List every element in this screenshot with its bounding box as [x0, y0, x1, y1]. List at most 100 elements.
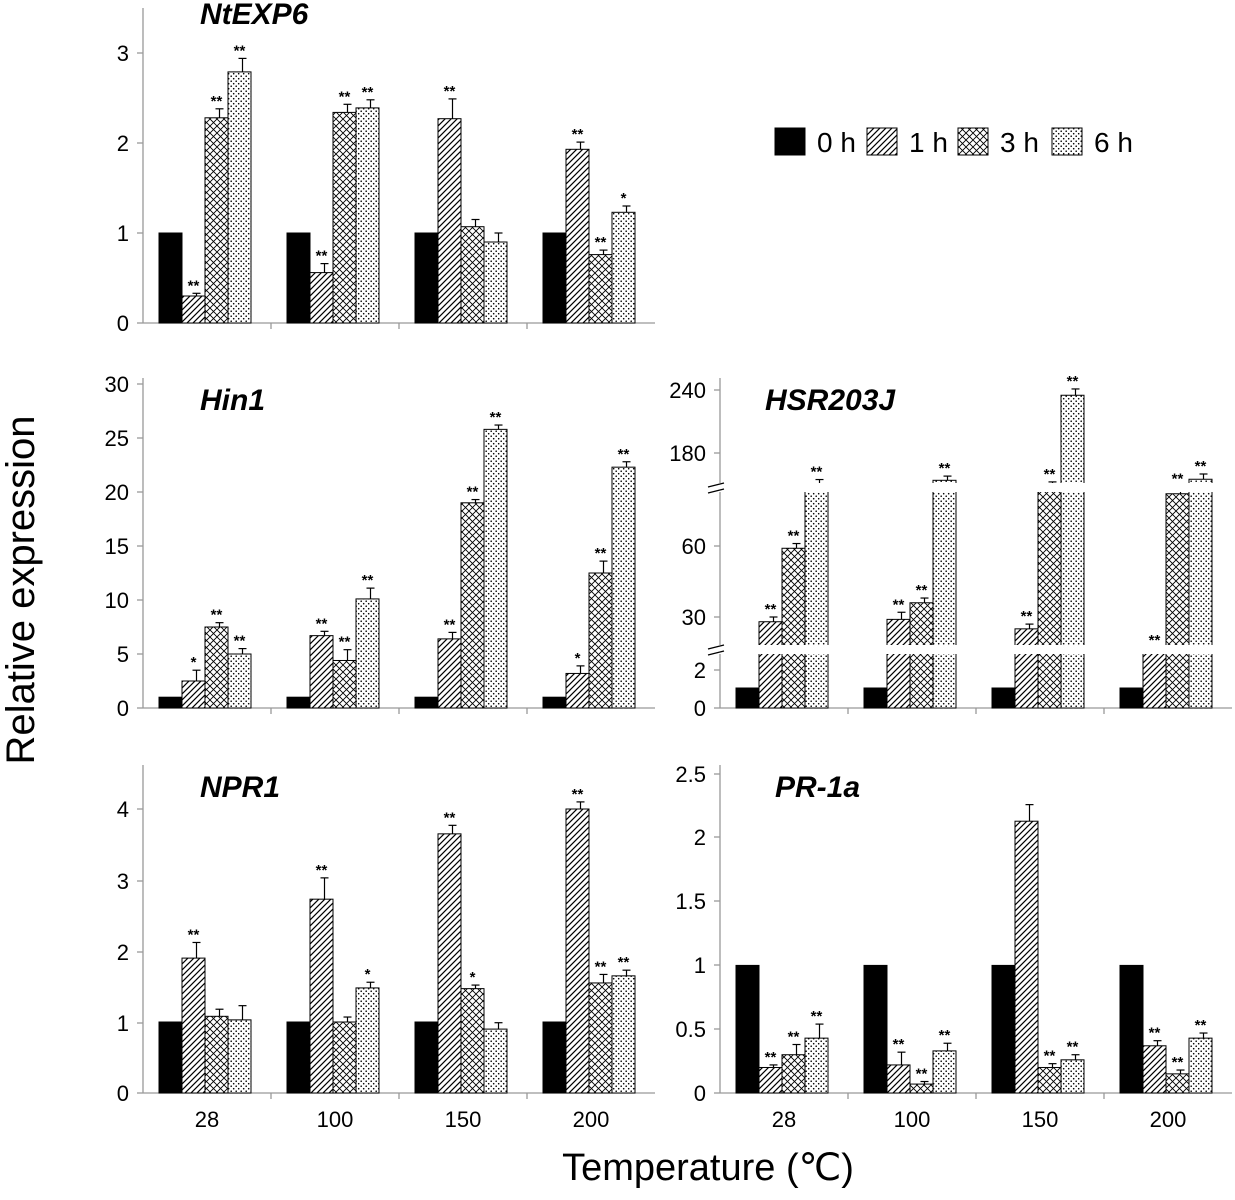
bar-0h-100 — [863, 964, 888, 1094]
bar-6h-200 — [1188, 478, 1213, 709]
bar-1h-200 — [1142, 652, 1167, 709]
y-tick-label: 5 — [117, 642, 129, 667]
bar-6h-150 — [1060, 394, 1085, 709]
axis-break-mark — [707, 482, 725, 488]
y-tick-label: 30 — [682, 605, 706, 630]
legend-swatch-6h — [1051, 127, 1083, 156]
legend-swatch-1h — [866, 127, 898, 156]
bar-0h-200 — [542, 696, 567, 709]
bar-0h-100 — [286, 1021, 311, 1094]
significance-mark: ** — [618, 446, 630, 463]
panel-title: PR-1a — [775, 771, 860, 804]
significance-mark: ** — [234, 42, 246, 59]
bar-1h-100 — [886, 618, 911, 709]
x-tick-label: 200 — [573, 1107, 610, 1132]
axis-break-gap — [708, 645, 1234, 654]
y-tick-label: 0 — [117, 696, 129, 721]
bar-6h-200 — [611, 975, 636, 1094]
bar-6h-100 — [355, 987, 380, 1094]
panel-title: Hin1 — [200, 384, 265, 417]
bar-6h-150 — [483, 428, 508, 709]
bar-1h-28 — [758, 621, 783, 709]
significance-mark: ** — [339, 88, 351, 105]
legend-swatch-0h — [774, 127, 806, 156]
y-tick-label: 0 — [694, 696, 706, 721]
x-tick-label: 100 — [317, 1107, 354, 1132]
significance-mark: ** — [339, 634, 351, 651]
bar-3h-150 — [1037, 490, 1062, 709]
significance-mark: ** — [1172, 471, 1184, 488]
bar-1h-200 — [565, 808, 590, 1094]
bar-6h-150 — [1060, 1059, 1085, 1094]
significance-mark: ** — [316, 862, 328, 879]
bar-1h-100 — [309, 272, 334, 324]
significance-mark: ** — [362, 84, 374, 101]
significance-mark: ** — [188, 926, 200, 943]
significance-mark: ** — [811, 464, 823, 481]
y-tick-label: 3 — [117, 41, 129, 66]
y-tick-label: 1 — [117, 1011, 129, 1036]
x-tick-label: 28 — [195, 1107, 219, 1132]
bar-1h-28 — [181, 680, 206, 709]
x-axis-label: Temperature (℃) — [562, 1147, 854, 1189]
y-tick-label: 2 — [694, 825, 706, 850]
bar-0h-150 — [991, 687, 1016, 709]
x-tick-label: 28 — [772, 1107, 796, 1132]
bar-3h-100 — [332, 659, 357, 709]
legend: 0 h 1 h 3 h 6 h — [774, 127, 1133, 158]
significance-mark: * — [470, 969, 476, 986]
bar-1h-150 — [437, 118, 462, 324]
significance-mark: ** — [939, 460, 951, 477]
y-tick-label: 1.5 — [675, 889, 706, 914]
significance-mark: ** — [362, 572, 374, 589]
y-tick-label: 1 — [694, 953, 706, 978]
significance-mark: ** — [595, 545, 607, 562]
bar-0h-100 — [286, 232, 311, 324]
y-tick-label: 2 — [694, 658, 706, 683]
significance-mark: ** — [618, 954, 630, 971]
significance-mark: ** — [1172, 1054, 1184, 1071]
x-tick-label: 100 — [894, 1107, 931, 1132]
significance-mark: ** — [444, 83, 456, 100]
bar-6h-28 — [227, 653, 252, 709]
x-tick-label: 200 — [1150, 1107, 1187, 1132]
bar-6h-200 — [611, 466, 636, 709]
bar-0h-28 — [158, 1021, 183, 1094]
bar-0h-150 — [991, 964, 1016, 1094]
bar-3h-150 — [460, 226, 485, 324]
y-tick-label: 0.5 — [675, 1017, 706, 1042]
bar-0h-100 — [863, 687, 888, 709]
significance-mark: ** — [490, 409, 502, 426]
y-tick-label: 20 — [105, 480, 129, 505]
bar-3h-200 — [588, 982, 613, 1094]
bar-6h-100 — [932, 479, 957, 709]
significance-mark: ** — [811, 1008, 823, 1025]
significance-mark: ** — [234, 633, 246, 650]
significance-mark: ** — [1067, 1039, 1079, 1056]
significance-mark: ** — [1044, 1048, 1056, 1065]
chart-panel-pr-1a: 0 0.5 1 1.5 2 2.5 PR-1a ** ** ** 28 ** ** ** 100 ** ** 15… — [675, 762, 1232, 1132]
bar-6h-150 — [483, 241, 508, 324]
bar-0h-150 — [414, 232, 439, 324]
bar-3h-200 — [588, 254, 613, 324]
y-tick-label: 10 — [105, 588, 129, 613]
bar-3h-28 — [781, 547, 806, 709]
panel-title: NPR1 — [200, 771, 280, 804]
significance-mark: ** — [1021, 608, 1033, 625]
significance-mark: ** — [467, 484, 479, 501]
bar-1h-200 — [565, 672, 590, 709]
bar-6h-28 — [804, 490, 829, 709]
bar-6h-100 — [355, 598, 380, 709]
significance-mark: * — [575, 650, 581, 667]
significance-mark: ** — [211, 607, 223, 624]
bar-3h-28 — [204, 626, 229, 709]
significance-mark: ** — [1195, 458, 1207, 475]
bar-0h-28 — [158, 232, 183, 324]
bar-1h-200 — [565, 148, 590, 324]
legend-label: 3 h — [1000, 127, 1039, 158]
significance-mark: ** — [444, 616, 456, 633]
bar-1h-150 — [437, 638, 462, 709]
